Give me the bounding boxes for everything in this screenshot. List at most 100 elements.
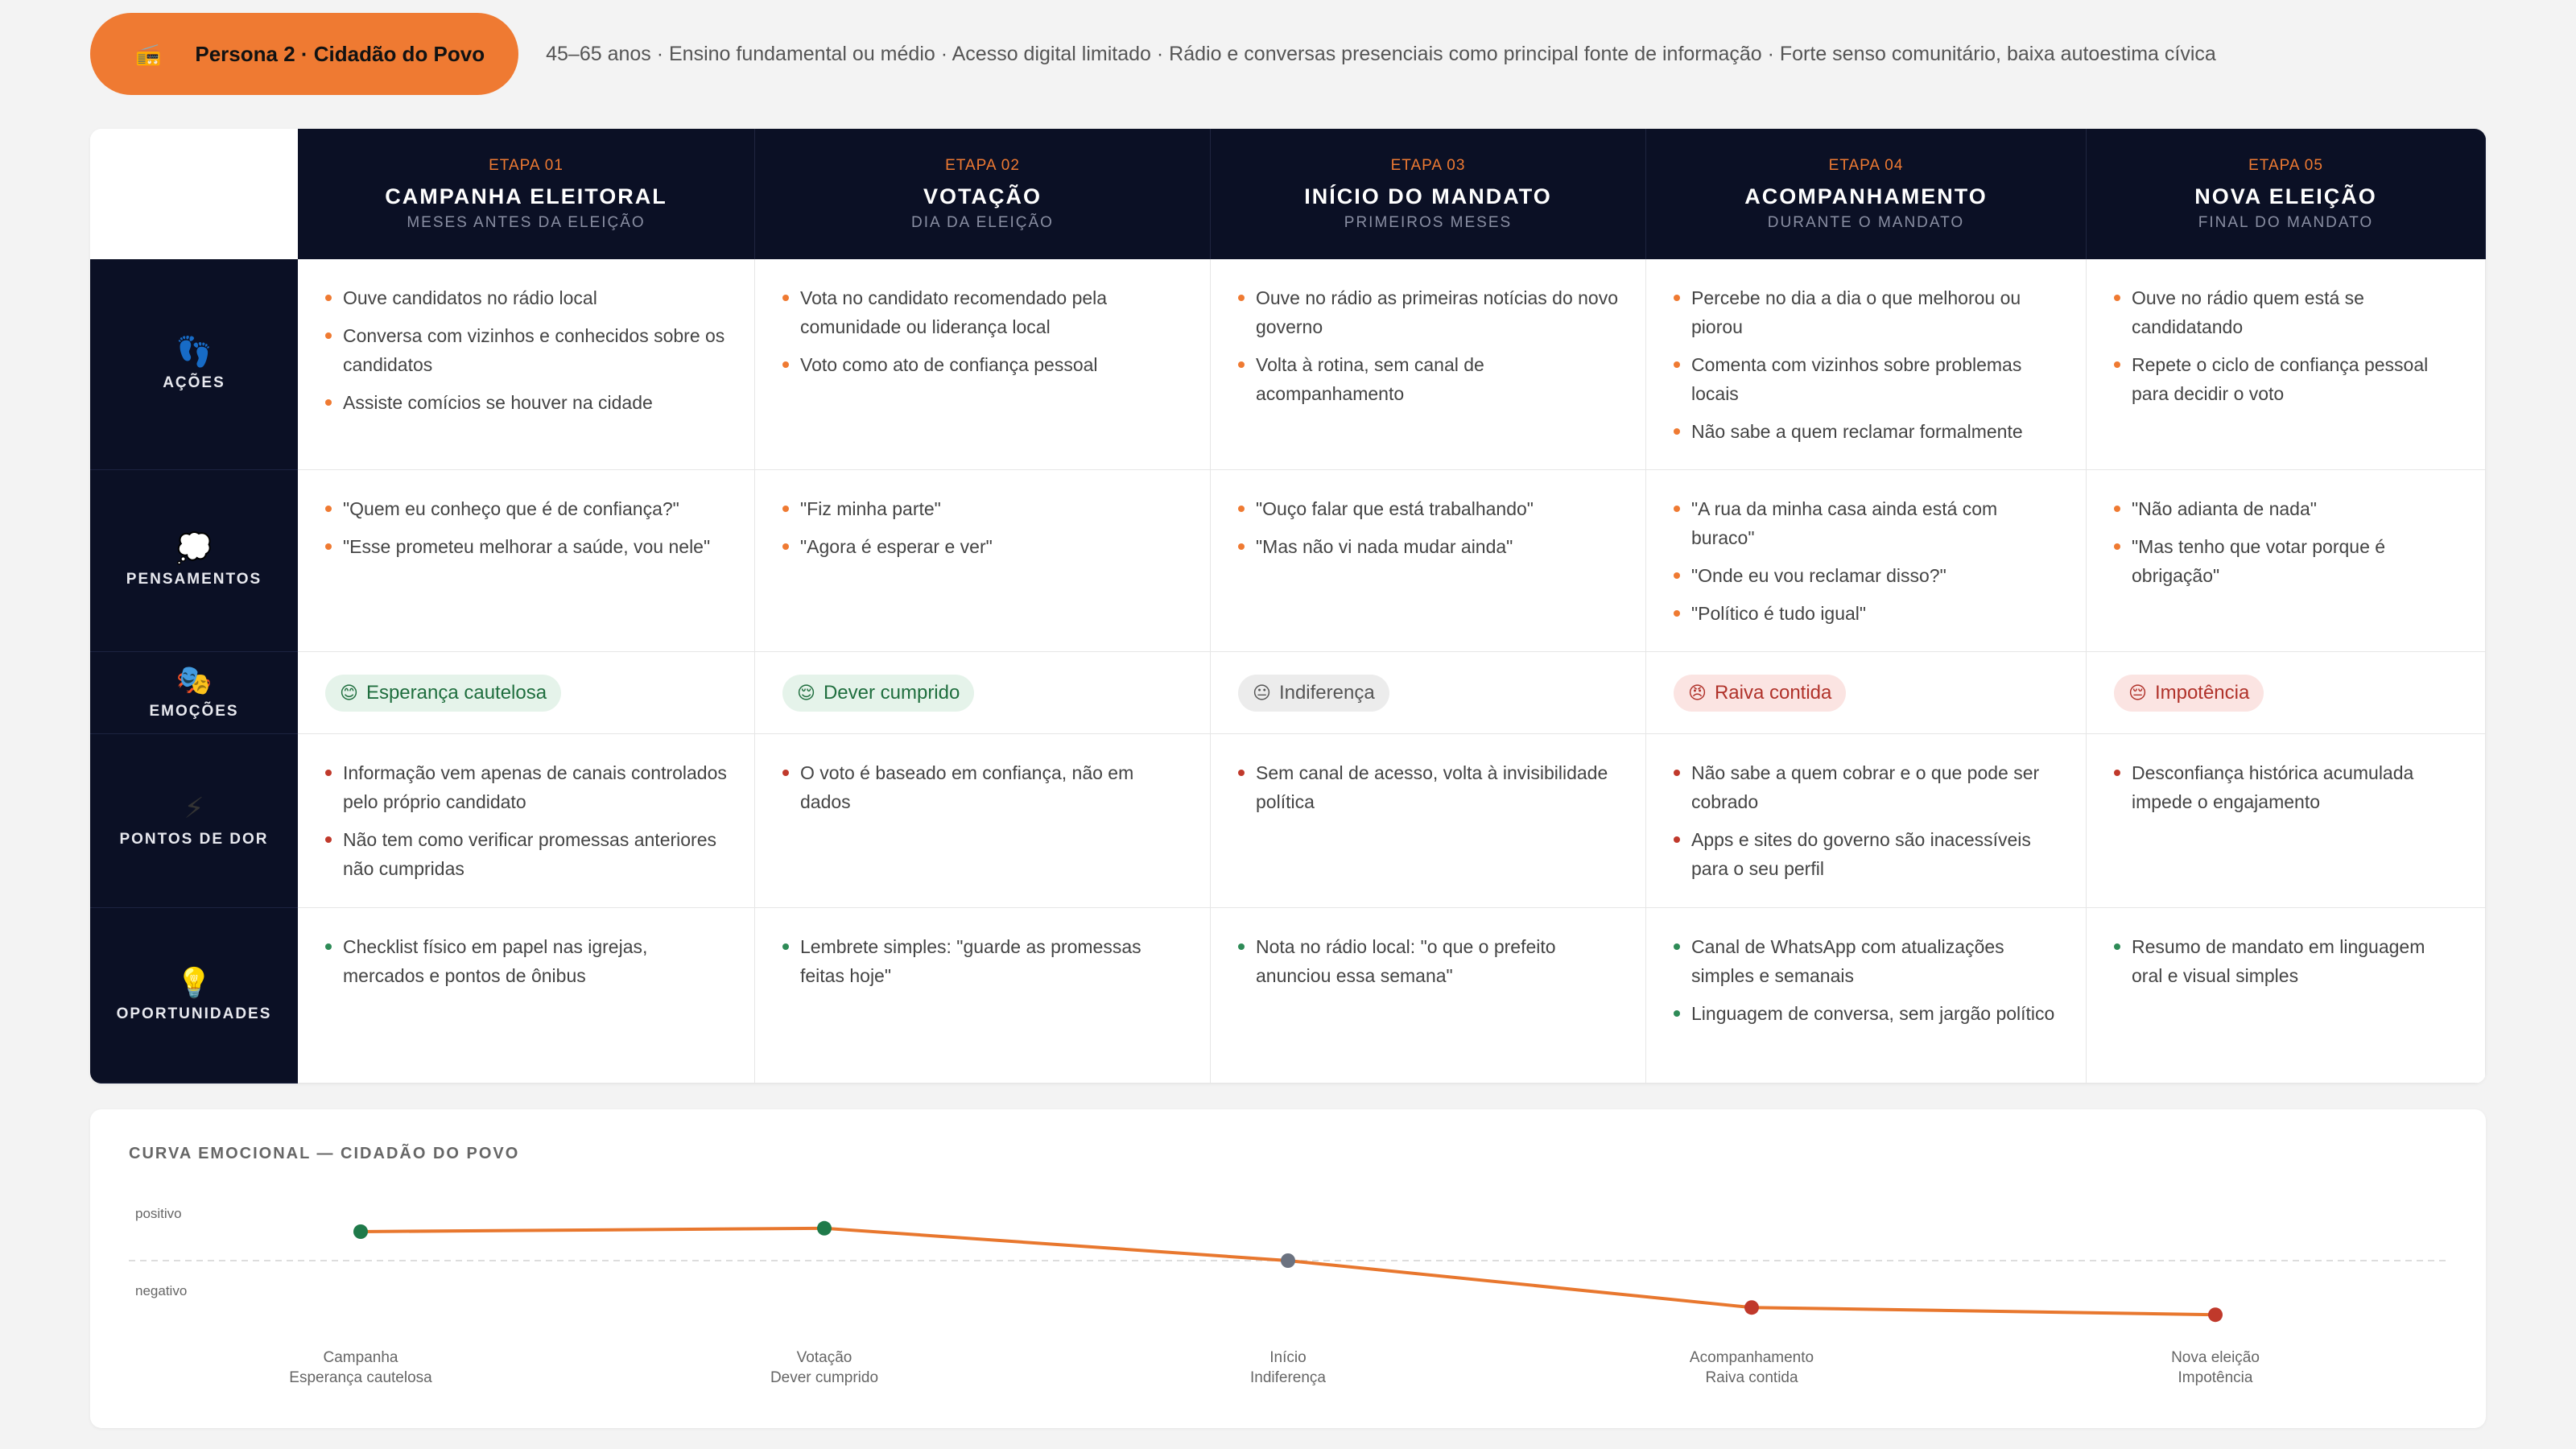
list-item: "Fiz minha parte" xyxy=(782,494,1184,523)
emotion-text: Esperança cautelosa xyxy=(365,681,547,704)
y-label-negative: negativo xyxy=(135,1283,188,1298)
bullet-list: Desconfiança histórica acumulada impede … xyxy=(2114,758,2459,816)
emotion-badge: 😌 Dever cumprido xyxy=(782,674,975,712)
bullet-list: Lembrete simples: "guarde as promessas f… xyxy=(782,932,1184,990)
row-label-thoughts: 💭 PENSAMENTOS xyxy=(90,470,298,652)
lightning-icon: ⚡ xyxy=(184,791,204,824)
bullet-list: Não sabe a quem cobrar e o que pode ser … xyxy=(1674,758,2060,883)
bullet-list: "Não adianta de nada" "Mas tenho que vota… xyxy=(2114,494,2459,590)
curve-emotion-name: Esperança cautelosa xyxy=(289,1369,432,1386)
list-item: Não tem como verificar promessas anterio… xyxy=(325,825,729,883)
bullet-list: Percebe no dia a dia o que melhorou ou p… xyxy=(1674,283,2060,446)
bullet-list: "A rua da minha casa ainda está com bura… xyxy=(1674,494,2060,628)
persona-badge: 📻 Persona 2 · Cidadão do Povo xyxy=(90,13,519,95)
bullet-list: "Quem eu conheço que é de confiança?" "Es… xyxy=(325,494,729,561)
bullet-list: O voto é baseado em confiança, não em da… xyxy=(782,758,1184,816)
actions-cell-2: Vota no candidato recomendado pela comun… xyxy=(755,259,1211,470)
stage-title: CAMPANHA ELEITORAL xyxy=(385,184,667,208)
list-item: Ouve no rádio as primeiras notícias do n… xyxy=(1238,283,1620,341)
pains-cell-3: Sem canal de acesso, volta à invisibilid… xyxy=(1211,734,1646,908)
list-item: Resumo de mandato em linguagem oral e vi… xyxy=(2114,932,2459,990)
persona-description: 45–65 anos · Ensino fundamental ou médio… xyxy=(546,42,2216,65)
list-item: Canal de WhatsApp com atualizações simpl… xyxy=(1674,932,2060,990)
emotion-cell-2: 😌 Dever cumprido xyxy=(755,652,1211,734)
bullet-list: Canal de WhatsApp com atualizações simpl… xyxy=(1674,932,2060,1028)
emotional-curve-card: CURVA EMOCIONAL — CIDADÃO DO POVO positi… xyxy=(90,1109,2486,1428)
stage-title: VOTAÇÃO xyxy=(923,184,1042,208)
curve-point-2 xyxy=(817,1220,832,1236)
stage-header-4: ETAPA 04 ACOMPANHAMENTO DURANTE O MANDATO xyxy=(1646,129,2087,259)
list-item: Não sabe a quem reclamar formalmente xyxy=(1674,417,2060,446)
curve-x-label-3: Início Indiferença xyxy=(1167,1348,1409,1388)
thoughts-cell-5: "Não adianta de nada" "Mas tenho que vota… xyxy=(2087,470,2486,652)
curve-emotion-name: Impotência xyxy=(2178,1369,2253,1386)
list-item: Conversa com vizinhos e conhecidos sobre… xyxy=(325,321,729,379)
curve-point-1 xyxy=(353,1224,368,1239)
stage-number: ETAPA 04 xyxy=(1828,156,1904,174)
list-item: Voto como ato de confiança pessoal xyxy=(782,350,1184,379)
curve-point-3 xyxy=(1281,1253,1295,1268)
emotion-curve-line xyxy=(360,1226,2216,1317)
list-item: "Esse prometeu melhorar a saúde, vou nel… xyxy=(325,532,729,561)
pains-cell-2: O voto é baseado em confiança, não em da… xyxy=(755,734,1211,908)
curve-x-label-2: Votação Dever cumprido xyxy=(704,1348,945,1388)
emotion-cell-3: 😐 Indiferença xyxy=(1211,652,1646,734)
theater-masks-icon: 🎭 xyxy=(175,663,213,696)
emotion-emoji: 😊 xyxy=(340,682,358,703)
bullet-list: Ouve no rádio as primeiras notícias do n… xyxy=(1238,283,1620,408)
thoughts-cell-4: "A rua da minha casa ainda está com bura… xyxy=(1646,470,2087,652)
persona-name: Persona 2 · Cidadão do Povo xyxy=(195,41,485,66)
stage-number: ETAPA 03 xyxy=(1390,156,1466,174)
curve-emotion-name: Dever cumprido xyxy=(770,1369,879,1386)
lightbulb-icon: 💡 xyxy=(175,965,213,999)
emotion-text: Indiferença xyxy=(1278,681,1375,704)
stage-subtitle: PRIMEIROS MESES xyxy=(1344,213,1513,231)
opportunities-cell-1: Checklist físico em papel nas igrejas, m… xyxy=(298,908,755,1084)
list-item: Comenta com vizinhos sobre problemas loc… xyxy=(1674,350,2060,408)
curve-x-label-1: Campanha Esperança cautelosa xyxy=(240,1348,481,1388)
list-item: Lembrete simples: "guarde as promessas f… xyxy=(782,932,1184,990)
pains-cell-1: Informação vem apenas de canais controla… xyxy=(298,734,755,908)
radio-icon: 📻 xyxy=(135,41,162,66)
actions-cell-1: Ouve candidatos no rádio local Conversa c… xyxy=(298,259,755,470)
emotion-badge: 😐 Indiferença xyxy=(1238,674,1389,712)
row-label-emotions: 🎭 EMOÇÕES xyxy=(90,652,298,734)
emotion-text: Dever cumprido xyxy=(823,681,960,704)
row-label-pains: ⚡ PONTOS DE DOR xyxy=(90,734,298,908)
list-item: Volta à rotina, sem canal de acompanhame… xyxy=(1238,350,1620,408)
list-item: "Onde eu vou reclamar disso?" xyxy=(1674,561,2060,590)
curve-stage-name: Acompanhamento xyxy=(1689,1349,1814,1366)
thoughts-cell-3: "Ouço falar que está trabalhando" "Mas nã… xyxy=(1211,470,1646,652)
bullet-list: Nota no rádio local: "o que o prefeito a… xyxy=(1238,932,1620,990)
stage-number: ETAPA 01 xyxy=(489,156,564,174)
list-item: "A rua da minha casa ainda está com bura… xyxy=(1674,494,2060,552)
thought-bubble-icon: 💭 xyxy=(175,530,213,564)
emotion-cell-1: 😊 Esperança cautelosa xyxy=(298,652,755,734)
stage-subtitle: MESES ANTES DA ELEIÇÃO xyxy=(407,213,646,231)
journey-map: ETAPA 01 CAMPANHA ELEITORAL MESES ANTES DA… xyxy=(90,129,2486,1084)
row-label-opportunities: 💡 OPORTUNIDADES xyxy=(90,908,298,1084)
emotion-emoji: 😠 xyxy=(1688,682,1707,703)
list-item: Ouve no rádio quem está se candidatando xyxy=(2114,283,2459,341)
emotion-emoji: 😐 xyxy=(1253,682,1271,703)
bullet-list: Checklist físico em papel nas igrejas, m… xyxy=(325,932,729,990)
bullet-list: Informação vem apenas de canais controla… xyxy=(325,758,729,883)
footsteps-icon: 👣 xyxy=(175,334,213,368)
list-item: "Político é tudo igual" xyxy=(1674,599,2060,628)
curve-stage-name: Nova eleição xyxy=(2171,1349,2260,1366)
list-item: Percebe no dia a dia o que melhorou ou p… xyxy=(1674,283,2060,341)
row-label-text: OPORTUNIDADES xyxy=(116,1005,272,1022)
list-item: Não sabe a quem cobrar e o que pode ser … xyxy=(1674,758,2060,816)
pains-cell-5: Desconfiança histórica acumulada impede … xyxy=(2087,734,2486,908)
actions-cell-3: Ouve no rádio as primeiras notícias do n… xyxy=(1211,259,1646,470)
curve-title: CURVA EMOCIONAL — CIDADÃO DO POVO xyxy=(129,1145,520,1162)
emotion-cell-4: 😠 Raiva contida xyxy=(1646,652,2087,734)
opportunities-cell-5: Resumo de mandato em linguagem oral e vi… xyxy=(2087,908,2486,1084)
emotion-badge: 😠 Raiva contida xyxy=(1674,674,1847,712)
curve-point-4 xyxy=(1744,1300,1759,1315)
row-label-text: PENSAMENTOS xyxy=(126,570,262,588)
curve-stage-name: Início xyxy=(1269,1349,1307,1366)
row-label-text: AÇÕES xyxy=(163,374,225,391)
stage-number: ETAPA 05 xyxy=(2248,156,2323,174)
list-item: "Quem eu conheço que é de confiança?" xyxy=(325,494,729,523)
